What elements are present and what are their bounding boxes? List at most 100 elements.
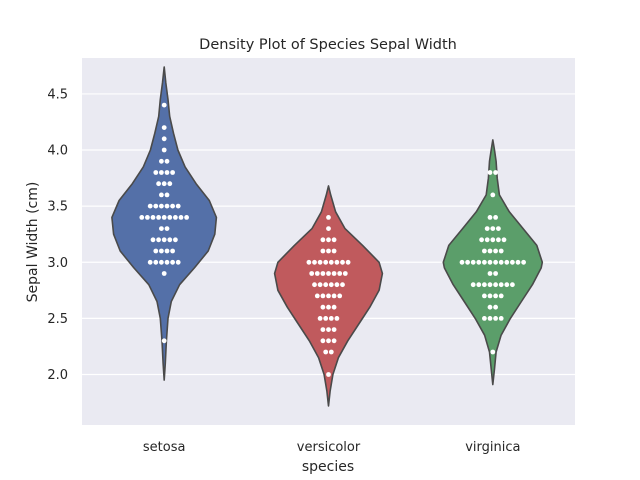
swarm-point [306, 259, 312, 265]
swarm-point [170, 259, 176, 265]
y-tick-label: 2.5 [47, 312, 68, 327]
swarm-point [331, 338, 337, 344]
swarm-point [161, 125, 167, 130]
swarm-point [515, 259, 521, 265]
swarm-point [164, 226, 170, 232]
swarm-point [159, 248, 164, 254]
swarm-point [487, 282, 493, 288]
swarm-point [345, 259, 351, 265]
swarm-point [326, 293, 331, 299]
swarm-point [312, 282, 317, 288]
x-axis-label: species [302, 459, 354, 475]
swarm-point [493, 170, 498, 175]
swarm-point [178, 215, 184, 220]
swarm-point [487, 271, 493, 276]
swarm-point [156, 181, 162, 187]
swarm-point [326, 237, 331, 243]
swarm-point [153, 259, 159, 265]
swarm-point [150, 237, 156, 243]
swarm-point [173, 215, 178, 220]
swarm-point [490, 349, 496, 355]
swarm-point [487, 304, 493, 310]
swarm-point [170, 170, 176, 175]
swarm-point [156, 237, 162, 243]
swarm-point [331, 293, 337, 299]
y-tick-labels: 2.0 2.5 3.0 3.5 4.0 4.5 [47, 87, 68, 383]
swarm-point [504, 259, 510, 265]
swarm-point [167, 215, 173, 220]
violin-body [442, 139, 544, 386]
swarm-point [326, 215, 331, 220]
swarm-point [164, 259, 170, 265]
y-tick-label: 2.0 [47, 368, 68, 383]
swarm-point [312, 259, 317, 265]
swarm-point [153, 203, 159, 209]
swarm-point [328, 349, 334, 355]
swarm-point [161, 102, 167, 108]
swarm-point [323, 282, 329, 288]
x-tick-label: versicolor [297, 440, 361, 455]
swarm-point [334, 259, 340, 265]
swarm-point [145, 215, 150, 220]
violins [111, 66, 544, 407]
swarm-point [150, 215, 156, 220]
swarm-point [147, 259, 153, 265]
swarm-point [139, 215, 145, 220]
swarm-point [173, 237, 178, 243]
swarm-point [323, 349, 329, 355]
swarm-point [487, 248, 493, 254]
swarm-point [161, 271, 167, 276]
swarm-point [498, 282, 504, 288]
swarm-point [326, 271, 331, 276]
swarm-point [334, 316, 340, 321]
swarm-point [170, 248, 176, 254]
swarm-point [161, 338, 167, 344]
swarm-point [487, 170, 493, 175]
swarm-point [170, 203, 176, 209]
swarm-point [153, 170, 159, 175]
swarm-point [470, 282, 476, 288]
swarm-point [164, 170, 170, 175]
swarm-point [331, 271, 337, 276]
swarm-point [493, 259, 498, 265]
swarm-point [490, 192, 496, 198]
swarm-point [498, 293, 504, 299]
swarm-point [323, 316, 329, 321]
swarm-point [164, 192, 170, 198]
swarm-point [493, 304, 498, 310]
swarm-point [484, 237, 490, 243]
swarm-point [153, 248, 159, 254]
swarm-point [320, 304, 326, 310]
swarm-point [159, 170, 164, 175]
swarm-point [184, 215, 190, 220]
y-tick-label: 3.5 [47, 200, 68, 215]
swarm-point [326, 304, 331, 310]
swarm-point [482, 282, 487, 288]
swarm-point [479, 237, 484, 243]
swarm-point [493, 282, 498, 288]
swarm-point [498, 248, 504, 254]
swarm-point [482, 259, 487, 265]
y-tick-label: 4.5 [47, 87, 68, 102]
swarm-point [317, 282, 323, 288]
y-axis-label: Sepal Width (cm) [25, 182, 41, 303]
swarm-point [314, 293, 320, 299]
swarm-point [320, 327, 326, 332]
swarm-point [323, 259, 329, 265]
swarm-point [164, 248, 170, 254]
swarm-point [147, 203, 153, 209]
swarm-point [159, 203, 164, 209]
swarm-point [161, 215, 167, 220]
swarm-point [328, 282, 334, 288]
x-tick-label: virginica [465, 440, 520, 455]
swarm-point [320, 271, 326, 276]
swarm-point [337, 271, 343, 276]
swarm-point [487, 293, 493, 299]
swarm-point [156, 215, 162, 220]
swarm-point [493, 293, 498, 299]
y-tick-label: 3.0 [47, 256, 68, 271]
swarm-point [493, 271, 498, 276]
swarm-point [487, 259, 493, 265]
swarm-point [331, 237, 337, 243]
swarm-point [161, 181, 167, 187]
